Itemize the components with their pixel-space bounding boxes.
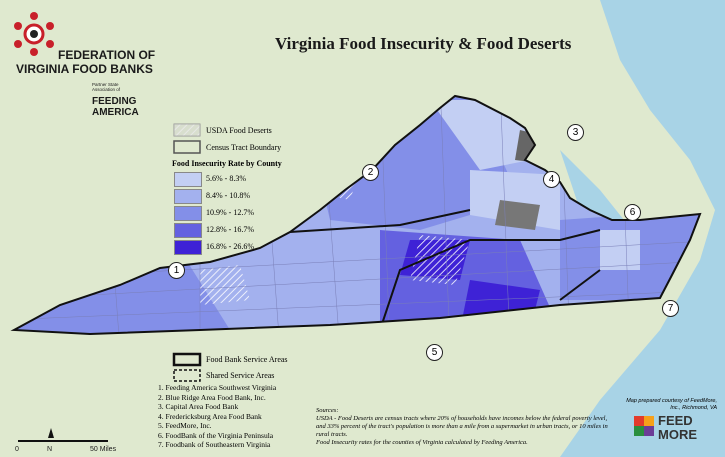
- scale-miles: 50 Miles: [90, 446, 117, 453]
- area-number: 7: [662, 300, 679, 317]
- sources-text: USDA - Food Deserts are census tracts wh…: [316, 415, 608, 438]
- legend-label: Food Bank Service Areas: [206, 355, 288, 364]
- area-number: 1: [168, 262, 185, 279]
- legend-heading: Food Insecurity Rate by County: [172, 159, 282, 168]
- logo-partner: Partner State Association of: [92, 82, 121, 92]
- feedmore-feed: FEED: [658, 413, 693, 428]
- tract-swatch: [173, 140, 201, 154]
- legend-swatch: [174, 240, 202, 255]
- sources: Sources: USDA - Food Deserts are census …: [316, 407, 616, 447]
- area-number: 5: [426, 344, 443, 361]
- legend-swatch: [174, 172, 202, 187]
- legend-label: 16.8% - 26.6%: [206, 242, 254, 251]
- area-number: 2: [362, 164, 379, 181]
- credit: Map prepared courtesy of FeedMore, Inc.,…: [626, 398, 717, 411]
- logo-mark: [14, 12, 54, 56]
- legend-label: Shared Service Areas: [206, 371, 275, 380]
- sources-heading: Sources:: [316, 407, 339, 414]
- legend-swatch: [174, 223, 202, 238]
- state-outline: [10, 94, 702, 336]
- feedmore-mark: [634, 416, 654, 436]
- water: [560, 0, 725, 457]
- food-bank-item: 2. Blue Ridge Area Food Bank, Inc.: [158, 392, 266, 402]
- food-bank-item: 5. FeedMore, Inc.: [158, 421, 212, 430]
- food-bank-item: 7. Foodbank of Southeastern Virginia: [158, 440, 271, 449]
- legend-label: 8.4% - 10.8%: [206, 191, 250, 200]
- food-bank-list: 1. Feeding America Southwest Virginia 2. …: [158, 383, 276, 450]
- area-number: 6: [624, 204, 641, 221]
- legend-label: Census Tract Boundary: [206, 143, 282, 152]
- food-bank-item: 4. Fredericksburg Area Food Bank: [158, 411, 262, 421]
- shared-swatch: [173, 369, 201, 382]
- scale-north: N: [47, 446, 53, 453]
- legend-label: 5.6% - 8.3%: [206, 174, 246, 183]
- sources-text: Food Insecurity rates for the counties o…: [316, 439, 528, 446]
- legend-swatch: [174, 206, 202, 221]
- food-bank-item: 3. Capital Area Food Bank: [158, 402, 239, 411]
- scale-zero: 0: [15, 446, 19, 453]
- desert-swatch-bg: [174, 124, 200, 136]
- logo-america: AMERICA: [92, 107, 139, 118]
- logo-feeding: FEEDING: [92, 96, 137, 107]
- legend-label: 12.8% - 16.7%: [206, 225, 254, 234]
- service-swatch: [172, 352, 202, 367]
- north-arrow: [48, 428, 54, 438]
- feedmore-more: MORE: [658, 427, 697, 442]
- area-number: 3: [567, 124, 584, 141]
- desert-swatch: [173, 123, 201, 137]
- legend-label: USDA Food Deserts: [206, 126, 272, 135]
- logo-text: VIRGINIA FOOD BANKS: [16, 62, 153, 76]
- food-bank-item: 1. Feeding America Southwest Virginia: [158, 383, 277, 392]
- legend-label: 10.9% - 12.7%: [206, 208, 254, 217]
- logo-text: FEDERATION OF: [58, 48, 156, 62]
- legend-swatch: [174, 189, 202, 204]
- map-title: Virginia Food Insecurity & Food Deserts: [275, 34, 572, 53]
- area-number: 4: [543, 171, 560, 188]
- food-bank-item: 6. FoodBank of the Virginia Peninsula: [158, 430, 274, 440]
